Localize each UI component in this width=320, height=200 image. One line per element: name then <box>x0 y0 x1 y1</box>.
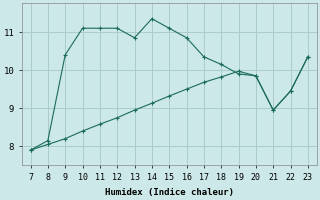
X-axis label: Humidex (Indice chaleur): Humidex (Indice chaleur) <box>105 188 234 197</box>
